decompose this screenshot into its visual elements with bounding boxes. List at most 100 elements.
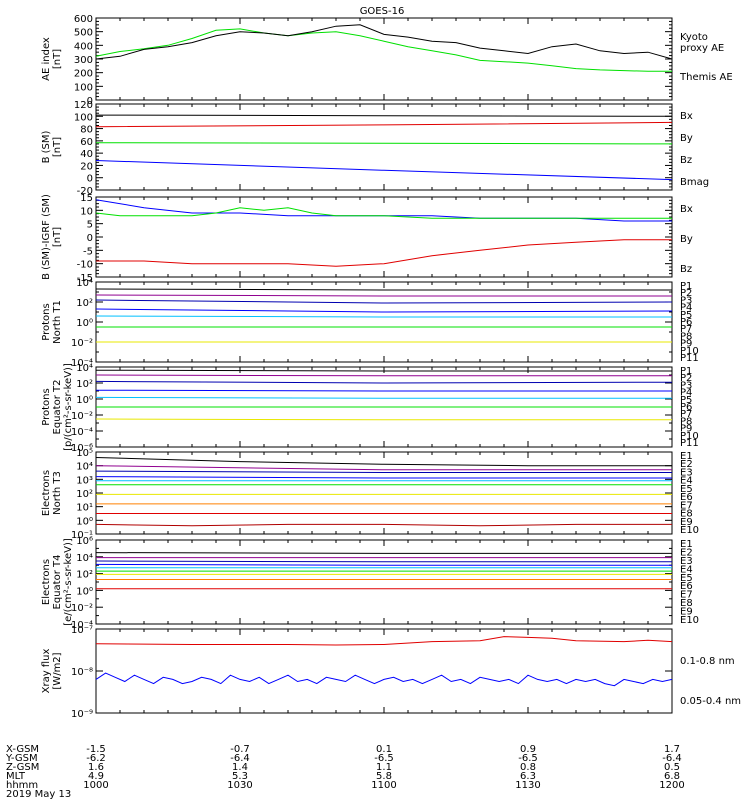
- ephemeris-value: 1.1: [376, 762, 392, 773]
- y-tick-label: 10⁴: [76, 553, 93, 564]
- y-tick-label: 10⁻⁶: [71, 443, 93, 454]
- y-tick-label: 10⁰: [76, 586, 93, 597]
- series-line-by: [95, 142, 673, 145]
- date-label: 2019 May 13: [6, 789, 71, 800]
- y-tick-label: 10⁴: [76, 462, 93, 473]
- ephemeris-value: 1200: [659, 780, 684, 791]
- series-line-kyoto-proxy-ae: [95, 28, 672, 72]
- y-tick-label: 0: [87, 174, 93, 185]
- y-tick-label: 120: [74, 100, 93, 111]
- legend-entry: P3: [680, 380, 692, 391]
- y-tick-label: 10⁰: [76, 395, 93, 406]
- panel-pn: 10⁻⁴ 10⁻² 10⁰ 10² 10⁴ Protons North T1 P1P2P3P4…: [41, 278, 699, 369]
- legend-entry: E3: [680, 556, 693, 567]
- legend-entry: P11: [680, 353, 699, 364]
- y-tick-label: 10²: [76, 570, 93, 581]
- y-tick-label: 10: [80, 206, 93, 217]
- ephemeris-value: 1130: [515, 780, 540, 791]
- y-tick-label: 0: [87, 233, 93, 244]
- y-tick-label: -5: [83, 246, 93, 257]
- legend-entry: E10: [680, 615, 699, 626]
- ephemeris-row-label: Z-GSM: [6, 762, 39, 773]
- ephemeris-value: 0.5: [664, 762, 680, 773]
- series-line-e1: [95, 457, 672, 467]
- panel-en: 10⁻¹ 10⁰ 10¹ 10² 10³ 10⁴ 10⁵ Electrons North T3 E…: [41, 448, 699, 541]
- ephemeris-value: 0.1: [376, 744, 392, 755]
- series-line-p3: [95, 380, 673, 384]
- legend-entry: E10: [680, 525, 699, 536]
- ephemeris-value: 1.6: [88, 762, 104, 773]
- y-tick-label: 10¹: [76, 503, 93, 514]
- ephemeris-value: -6.4: [662, 753, 682, 764]
- legend-entry: Bx: [680, 204, 693, 215]
- y-tick-label: 10⁴: [76, 363, 93, 374]
- legend: 0.1-0.8 nm 0.05-0.4 nm: [680, 656, 741, 707]
- y-tick-label: 10⁻⁹: [71, 709, 93, 720]
- y-axis-label: [e/(cm²-s-sr-keV)]: [63, 538, 74, 626]
- panel-pe: 10⁻⁶ 10⁻⁴ 10⁻² 10⁰ 10² 10⁴ Protons Equator T2 [p…: [41, 363, 699, 454]
- series-line-e3: [95, 560, 672, 563]
- series-line-by: [95, 207, 672, 219]
- y-tick-label: -20: [77, 186, 93, 197]
- series-line-e3: [95, 470, 672, 473]
- legend-entry: P8: [680, 416, 692, 427]
- ephemeris-value: -6.2: [86, 753, 106, 764]
- y-tick-label: 10⁵: [76, 448, 93, 459]
- y-axis-label: [p/(cm²-s-sr-keV)]: [63, 363, 74, 451]
- y-tick-label: 100: [74, 82, 93, 93]
- legend: Bx By Bz: [680, 204, 693, 275]
- y-tick-label: 0: [87, 96, 93, 107]
- y-tick-label: 10⁻²: [71, 603, 93, 614]
- legend-entry: P4: [680, 388, 692, 399]
- y-axis-label: [nT]: [52, 137, 63, 157]
- ephemeris-row-label: Y-GSM: [5, 753, 38, 764]
- ephemeris-value: 1.4: [232, 762, 248, 773]
- legend-entry: Bmag: [680, 177, 709, 188]
- legend-entry: P1: [680, 366, 692, 377]
- ephemeris-value: 5.8: [376, 771, 392, 782]
- ephemeris-value: -6.4: [230, 753, 250, 764]
- series-line-bz: [95, 121, 673, 128]
- y-axis-label: Electrons: [41, 470, 52, 516]
- y-axis-label: North T3: [52, 471, 63, 515]
- legend-entry: E9: [680, 607, 693, 618]
- series-line-bx: [95, 160, 673, 181]
- series-line-p2: [95, 374, 672, 377]
- y-axis-label: Xray flux: [41, 649, 52, 694]
- ephemeris-value: 1.7: [664, 744, 680, 755]
- panel-frame: [95, 196, 673, 278]
- ephemeris-value: 6.3: [520, 771, 536, 782]
- series-line-0-05-0-4-nm: [95, 672, 673, 687]
- legend-entry: P9: [680, 339, 692, 350]
- y-tick-label: 300: [74, 55, 93, 66]
- y-tick-label: 40: [80, 149, 93, 160]
- panel-frame: [95, 281, 673, 363]
- series-line-e10: [95, 523, 672, 527]
- legend-entry: E7: [680, 590, 693, 601]
- y-tick-label: 15: [80, 193, 93, 204]
- legend-entry: P5: [680, 395, 692, 406]
- y-tick-label: 10⁻²: [71, 338, 93, 349]
- series-line-p5: [95, 396, 672, 399]
- y-tick-label: 10⁻¹: [71, 530, 93, 541]
- y-axis-label: [W/m2]: [52, 652, 63, 689]
- legend-entry: P9: [680, 424, 692, 435]
- legend-entry: Bz: [680, 264, 692, 275]
- series-line-e2: [95, 465, 672, 471]
- ephemeris-row-label: X-GSM: [6, 744, 39, 755]
- legend-entry: E2: [680, 459, 693, 470]
- y-axis-label: [nT]: [52, 227, 63, 247]
- series-line-p1: [95, 288, 672, 291]
- ephemeris-value: 6.8: [664, 771, 680, 782]
- legend-entry: E3: [680, 467, 693, 478]
- ephemeris-value: 1030: [227, 780, 252, 791]
- y-tick-label: 20: [80, 161, 93, 172]
- series-line-p8: [95, 418, 672, 421]
- y-tick-label: 60: [80, 137, 93, 148]
